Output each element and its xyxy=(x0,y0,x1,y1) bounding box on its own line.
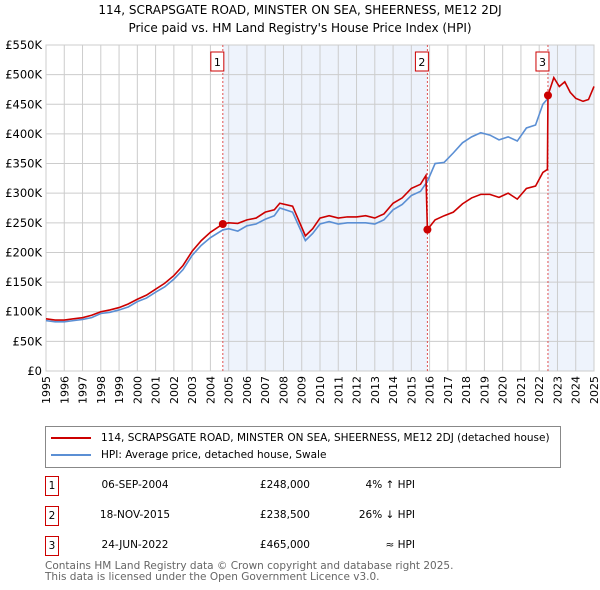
legend-swatch-blue xyxy=(51,454,91,456)
sale-date: 06-SEP-2004 xyxy=(101,479,169,491)
sale-hpi-relation: 4% ↑ HPI xyxy=(365,479,415,491)
chart-title: 114, SCRAPSGATE ROAD, MINSTER ON SEA, SH… xyxy=(98,3,502,17)
x-tick-label: 2005 xyxy=(223,376,236,404)
x-tick-label: 2024 xyxy=(570,376,583,404)
sale-row: 2 18-NOV-2015 £238,500 26% ↓ HPI xyxy=(45,506,600,526)
x-tick-label: 1996 xyxy=(58,376,71,404)
y-tick-label: £200K xyxy=(5,245,42,259)
sale-label: 2 xyxy=(418,56,425,69)
x-tick-label: 2010 xyxy=(314,376,327,404)
y-tick-label: £500K xyxy=(5,68,42,82)
legend-item-property: 114, SCRAPSGATE ROAD, MINSTER ON SEA, SH… xyxy=(46,430,550,446)
series-line xyxy=(45,75,595,321)
sale-hpi-relation: ≈ HPI xyxy=(385,539,415,551)
sale-point xyxy=(218,220,227,229)
sale-label-box xyxy=(210,51,225,72)
sale-price: £465,000 xyxy=(259,539,310,551)
y-tick-label: £550K xyxy=(5,38,42,52)
x-tick-label: 2014 xyxy=(387,376,400,404)
x-tick-label: 2025 xyxy=(588,376,600,404)
footer: Contains HM Land Registry data © Crown c… xyxy=(45,561,453,583)
x-tick-label: 2006 xyxy=(241,376,254,404)
legend-item-hpi: HPI: Average price, detached house, Swal… xyxy=(46,447,326,463)
series-line xyxy=(45,97,549,323)
x-tick-label: 2011 xyxy=(332,376,345,404)
x-tick-label: 2009 xyxy=(296,376,309,404)
sale-row: 1 06-SEP-2004 £248,000 4% ↑ HPI xyxy=(45,476,600,496)
x-tick-label: 2004 xyxy=(204,376,217,404)
x-tick-label: 1998 xyxy=(95,376,108,404)
x-tick-label: 2007 xyxy=(259,376,272,404)
sale-label-box xyxy=(535,51,550,72)
footer-copyright: Contains HM Land Registry data © Crown c… xyxy=(45,560,454,572)
y-tick-label: £150K xyxy=(5,275,42,289)
sale-price: £248,000 xyxy=(259,479,310,491)
x-tick-label: 2018 xyxy=(460,376,473,404)
legend-swatch-red xyxy=(51,437,91,439)
x-tick-label: 1997 xyxy=(77,376,90,404)
x-tick-label: 2015 xyxy=(405,376,418,404)
y-tick-label: £0 xyxy=(27,364,42,378)
sale-label-box xyxy=(414,51,429,72)
sale-label: 3 xyxy=(539,56,546,69)
x-tick-label: 2001 xyxy=(150,376,163,404)
x-tick-label: 2022 xyxy=(533,376,546,404)
x-tick-label: 2000 xyxy=(131,376,144,404)
sale-price: £238,500 xyxy=(259,509,310,521)
x-tick-label: 1999 xyxy=(113,376,126,404)
footer-licence: This data is licensed under the Open Gov… xyxy=(45,571,380,583)
sale-number-badge: 2 xyxy=(45,506,59,526)
sale-number-badge: 3 xyxy=(45,536,59,556)
y-tick-label: £350K xyxy=(5,157,42,171)
y-tick-label: £100K xyxy=(5,305,42,319)
y-tick-label: £450K xyxy=(5,97,42,111)
x-tick-label: 2012 xyxy=(351,376,364,404)
x-tick-label: 2016 xyxy=(424,376,437,404)
x-tick-label: 2017 xyxy=(442,376,455,404)
y-tick-label: £250K xyxy=(5,216,42,230)
x-tick-label: 2023 xyxy=(551,376,564,404)
sale-label: 1 xyxy=(214,56,221,69)
x-tick-label: 2008 xyxy=(277,376,290,404)
sale-date: 18-NOV-2015 xyxy=(99,509,171,521)
sale-point xyxy=(423,225,432,234)
legend: 114, SCRAPSGATE ROAD, MINSTER ON SEA, SH… xyxy=(45,426,561,468)
x-tick-label: 2013 xyxy=(369,376,382,404)
y-tick-label: £300K xyxy=(5,186,42,200)
x-tick-label: 2019 xyxy=(478,376,491,404)
y-tick-label: £50K xyxy=(13,334,43,348)
x-tick-label: 2002 xyxy=(168,376,181,404)
price-chart: 1995 1996 1997 1998 1999 2000 2001 2002 2003 2004… xyxy=(5,38,600,404)
sale-date: 24-JUN-2022 xyxy=(101,539,169,551)
y-tick-label: £400K xyxy=(5,127,42,141)
x-tick-label: 1995 xyxy=(40,376,53,404)
sale-point xyxy=(543,91,552,100)
x-tick-label: 2020 xyxy=(497,376,510,404)
sale-row: 3 24-JUN-2022 £465,000 ≈ HPI xyxy=(45,536,600,556)
sale-number-badge: 1 xyxy=(45,476,59,496)
x-tick-label: 2021 xyxy=(515,376,528,404)
sale-hpi-relation: 26% ↓ HPI xyxy=(358,509,415,521)
plot-frame xyxy=(45,44,595,372)
x-tick-label: 2003 xyxy=(186,376,199,404)
legend-label: HPI: Average price, detached house, Swal… xyxy=(101,449,327,461)
chart-subtitle: Price paid vs. HM Land Registry's House … xyxy=(128,21,472,35)
legend-label: 114, SCRAPSGATE ROAD, MINSTER ON SEA, SH… xyxy=(101,432,550,444)
shaded-period xyxy=(547,45,594,371)
